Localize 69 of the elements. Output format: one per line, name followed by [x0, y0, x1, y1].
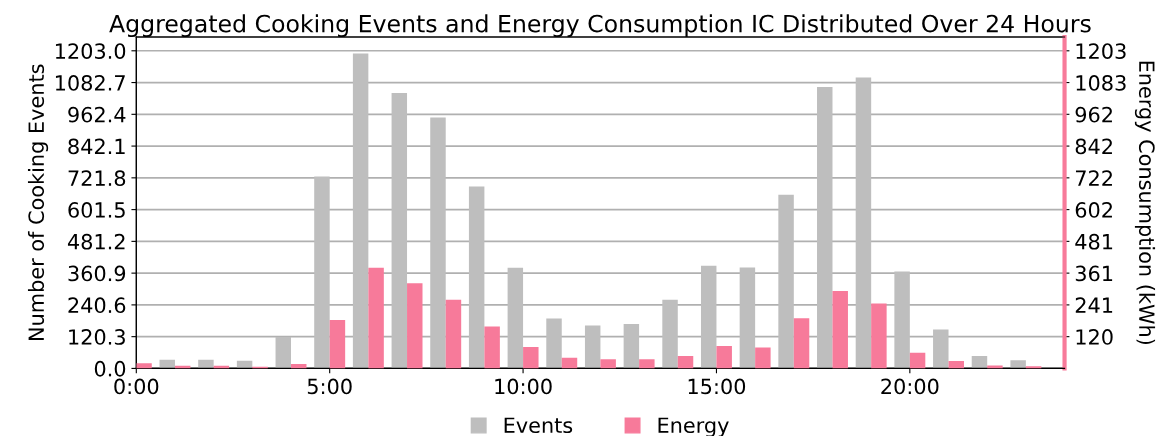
bar: [584, 325, 601, 369]
bar: [948, 361, 964, 369]
y2-tick-label: 361: [1075, 265, 1113, 282]
bar: [639, 359, 655, 369]
y-tick-label: 360.9: [68, 265, 126, 282]
y-tick-label: 842.1: [68, 138, 125, 155]
bar: [314, 176, 330, 369]
bar: [484, 326, 500, 369]
bar: [971, 356, 988, 369]
bar: [623, 324, 640, 369]
bar: [871, 303, 887, 369]
bar: [136, 363, 152, 369]
bar: [275, 337, 292, 369]
y2-tick-label: 962: [1075, 106, 1112, 123]
y2-tick-label: 241: [1075, 297, 1113, 313]
bar: [198, 359, 214, 369]
bar: [391, 93, 408, 369]
bar: [662, 299, 678, 369]
y-tick-label: 0.0: [94, 360, 126, 377]
y2-tick-label: 722: [1075, 170, 1112, 186]
bar: [468, 186, 485, 369]
y2-tick-label: 602: [1075, 202, 1112, 218]
bar: [561, 357, 578, 369]
y-tick-label: 481.2: [67, 233, 125, 250]
bar: [523, 347, 539, 369]
bar: [832, 291, 848, 369]
bar: [700, 265, 717, 369]
bar: [546, 318, 562, 369]
chart-title: Aggregated Cooking Events and Energy Consumption IC Distributed Over 24 Hours: [109, 14, 1091, 38]
bar: [445, 299, 462, 369]
x-tick-label: 20:00: [881, 378, 939, 395]
x-tick-label: 5:00: [307, 378, 352, 395]
bar: [329, 320, 346, 369]
bar: [909, 352, 926, 369]
bar: [739, 267, 756, 369]
y-tick-label: 120.3: [69, 329, 125, 345]
y2-axis-title: Energy Consumption (kWh): [1134, 61, 1156, 345]
bar: [933, 329, 949, 369]
bar: [1010, 360, 1026, 369]
bar: [778, 194, 794, 369]
y2-tick-label: 481: [1075, 233, 1113, 250]
y-tick-label: 721.8: [68, 170, 126, 187]
bar: [430, 117, 446, 369]
y-tick-label: 240.6: [68, 297, 126, 314]
y-tick-label: 1203.0: [55, 43, 126, 59]
x-tick-label: 15:00: [688, 378, 746, 395]
y2-tick-label: 842: [1075, 138, 1112, 155]
y-axis-title: Number of Cooking Events: [27, 64, 49, 340]
y2-tick-label: 120: [1076, 329, 1113, 345]
bar: [817, 86, 833, 369]
bar: [716, 345, 732, 369]
bar: [507, 267, 524, 369]
y-tick-label: 601.5: [68, 202, 125, 218]
legend-label: Events: [504, 417, 573, 434]
x-tick-label: 10:00: [495, 378, 552, 395]
bar: [855, 77, 872, 369]
y2-tick-label: 1083: [1076, 75, 1126, 91]
bar: [894, 271, 910, 369]
y2-tick-label: 1203: [1076, 43, 1126, 59]
bar: [352, 53, 369, 369]
bar: [793, 318, 810, 369]
y-tick-label: 962.4: [68, 106, 126, 123]
bar: [368, 267, 384, 369]
bar: [677, 356, 694, 369]
bar: [600, 359, 616, 369]
bar: [407, 283, 423, 369]
bar: [755, 347, 771, 369]
x-tick-label: 0:00: [114, 378, 159, 395]
y-tick-label: 1082.7: [55, 75, 125, 91]
